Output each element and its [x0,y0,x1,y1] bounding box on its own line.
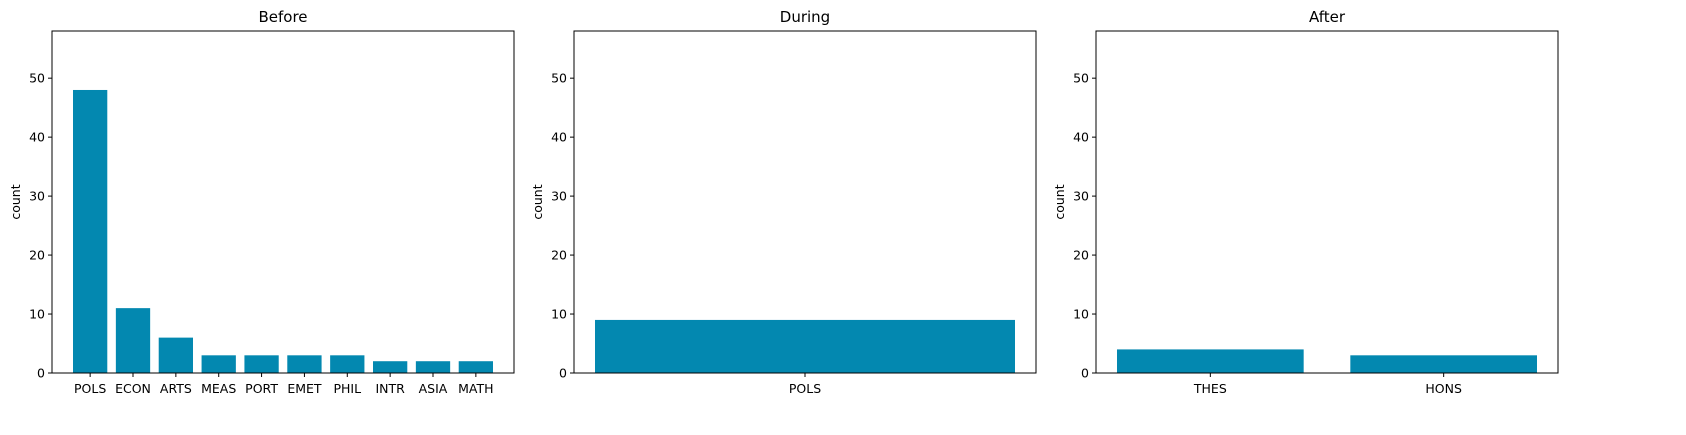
y-tick-label: 20 [29,248,45,263]
bar-hons [1350,355,1537,373]
y-tick-label: 0 [1081,366,1089,381]
bar-econ [115,308,151,373]
x-tick-label-meas: MEAS [201,381,236,396]
chart-panel-3: 0 10 20 30 40 50 THES HONS After count [1052,8,1559,396]
chart-title: After [1309,8,1346,26]
chart-title: During [780,8,830,26]
y-tick-label: 10 [29,307,45,322]
chart-title: Before [258,8,307,26]
y-tick-label: 50 [29,71,45,86]
y-tick-label: 30 [1073,189,1089,204]
y-tick-label: 20 [1073,248,1089,263]
bar-pols [73,89,108,373]
y-tick-label: 10 [551,307,567,322]
bar-emet [287,355,322,373]
x-tick-label-pols: POLS [74,381,106,396]
bar-asia [415,361,451,373]
axes-frame [1095,30,1559,374]
x-tick-label-phil: PHIL [333,381,361,396]
bar-thes [1117,349,1304,373]
x-tick-label-pols: POLS [789,381,821,396]
chart-panel-2: 0 10 20 30 40 50 POLS During count [530,8,1037,396]
bar-phil [330,355,365,373]
bar-intr [373,361,408,373]
axes-frame [51,30,515,374]
x-tick-label-port: PORT [245,381,278,396]
x-tick-label-intr: INTR [375,381,405,396]
bar-pols [595,319,1015,373]
x-tick-label-thes: THES [1193,381,1227,396]
y-tick-label: 40 [551,130,567,145]
x-tick-label-arts: ARTS [160,381,192,396]
y-tick-label: 50 [551,71,567,86]
y-tick-label: 20 [551,248,567,263]
chart-panel-1: 0 10 20 30 40 50 POLS ECON ARTS MEAS PORT EMET PHIL I… [8,8,515,396]
bar-arts [158,337,193,373]
bar-meas [201,355,236,373]
y-tick-label: 30 [551,189,567,204]
x-tick-label-hons: HONS [1425,381,1462,396]
y-tick-label: 0 [559,366,567,381]
bar-port [244,355,279,373]
x-tick-label-emet: EMET [287,381,322,396]
x-tick-label-math: MATH [458,381,493,396]
x-tick-label-econ: ECON [115,381,151,396]
y-tick-label: 50 [1073,71,1089,86]
bar-math [458,361,493,373]
y-axis-label: count [1052,184,1067,219]
y-tick-label: 40 [1073,130,1089,145]
y-tick-label: 40 [29,130,45,145]
y-tick-label: 10 [1073,307,1089,322]
y-axis-label: count [8,184,23,219]
x-tick-label-asia: ASIA [419,381,448,396]
y-axis-label: count [530,184,545,219]
y-tick-label: 30 [29,189,45,204]
y-tick-label: 0 [37,366,45,381]
